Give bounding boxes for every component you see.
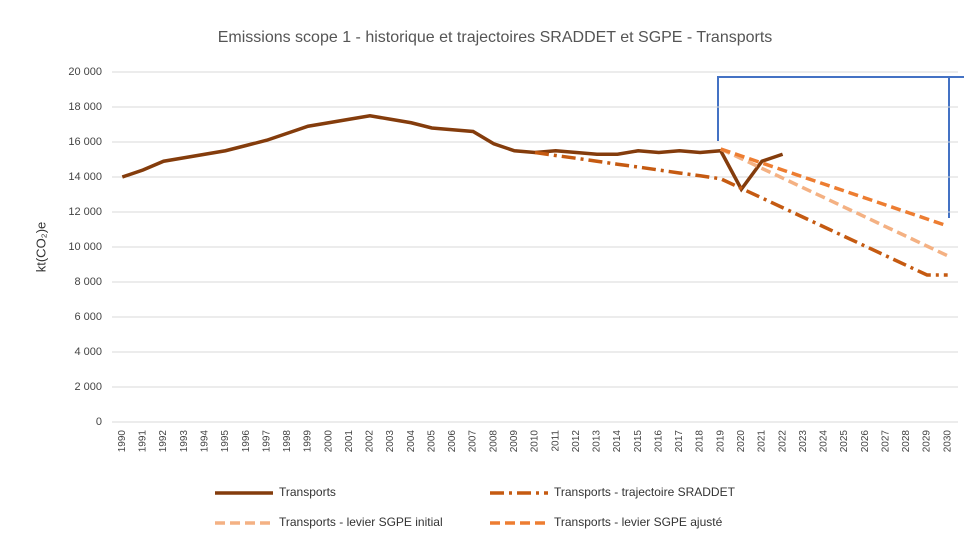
x-tick-label: 1993 [179,430,190,453]
y-tick-label: 12 000 [68,206,102,218]
legend-label: Transports [279,485,336,499]
y-tick-label: 18 000 [68,101,102,113]
legend-label: Transports - levier SGPE initial [279,515,443,529]
y-tick-label: 2 000 [74,381,102,393]
x-tick-label: 2018 [695,430,706,453]
x-tick-label: 2023 [798,430,809,453]
x-tick-label: 2030 [942,430,953,453]
y-tick-label: 8 000 [74,276,102,288]
x-tick-label: 2016 [653,430,664,453]
x-tick-label: 2021 [757,430,768,453]
y-axis-label: kt(CO₂)e [33,222,48,273]
x-tick-label: 2009 [509,430,520,453]
x-tick-label: 2014 [612,430,623,453]
legend-label: Transports - trajectoire SRADDET [554,485,736,499]
x-tick-label: 2024 [819,430,830,453]
x-tick-label: 2019 [715,430,726,453]
x-tick-label: 2004 [406,430,417,453]
legend-label: Transports - levier SGPE ajusté [554,515,723,529]
x-tick-label: 2028 [901,430,912,453]
y-tick-label: 10 000 [68,241,102,253]
y-tick-label: 6 000 [74,311,102,323]
x-tick-label: 2005 [426,430,437,453]
x-tick-label: 2022 [777,430,788,453]
x-tick-label: 2012 [571,430,582,453]
x-tick-label: 2020 [736,430,747,453]
series-line [534,150,948,277]
x-tick-label: 1990 [117,430,128,453]
x-tick-label: 1999 [303,430,314,453]
series-line [719,147,949,258]
x-tick-label: 2011 [550,430,561,452]
x-tick-label: 2015 [633,430,644,453]
x-tick-label: 2002 [365,430,376,453]
x-tick-label: 2026 [860,430,871,453]
x-tick-label: 2013 [592,430,603,453]
x-tick-label: 2029 [922,430,933,453]
y-tick-label: 14 000 [68,171,102,183]
x-tick-label: 1991 [138,430,149,453]
x-tick-label: 1997 [261,430,272,453]
x-tick-label: 2008 [488,430,499,453]
annotation-box [717,76,964,218]
x-tick-label: 2006 [447,430,458,453]
series-line [720,147,949,228]
y-tick-label: 4 000 [74,346,102,358]
series-line [121,113,784,193]
y-tick-label: 20 000 [68,66,102,78]
x-tick-label: 2007 [468,430,479,453]
x-tick-label: 2001 [344,430,355,453]
x-tick-label: 1995 [220,430,231,453]
x-tick-label: 1992 [158,430,169,453]
y-tick-label: 16 000 [68,136,102,148]
x-tick-label: 2025 [839,430,850,453]
x-tick-label: 2017 [674,430,685,453]
y-tick-label: 0 [96,416,102,428]
x-tick-label: 1994 [199,430,210,453]
x-tick-label: 2000 [323,430,334,453]
x-tick-label: 2010 [530,430,541,453]
x-tick-label: 2003 [385,430,396,453]
x-tick-label: 1996 [241,430,252,453]
chart-title: Emissions scope 1 - historique et trajec… [218,29,773,46]
x-tick-label: 1998 [282,430,293,453]
x-tick-label: 2027 [880,430,891,453]
